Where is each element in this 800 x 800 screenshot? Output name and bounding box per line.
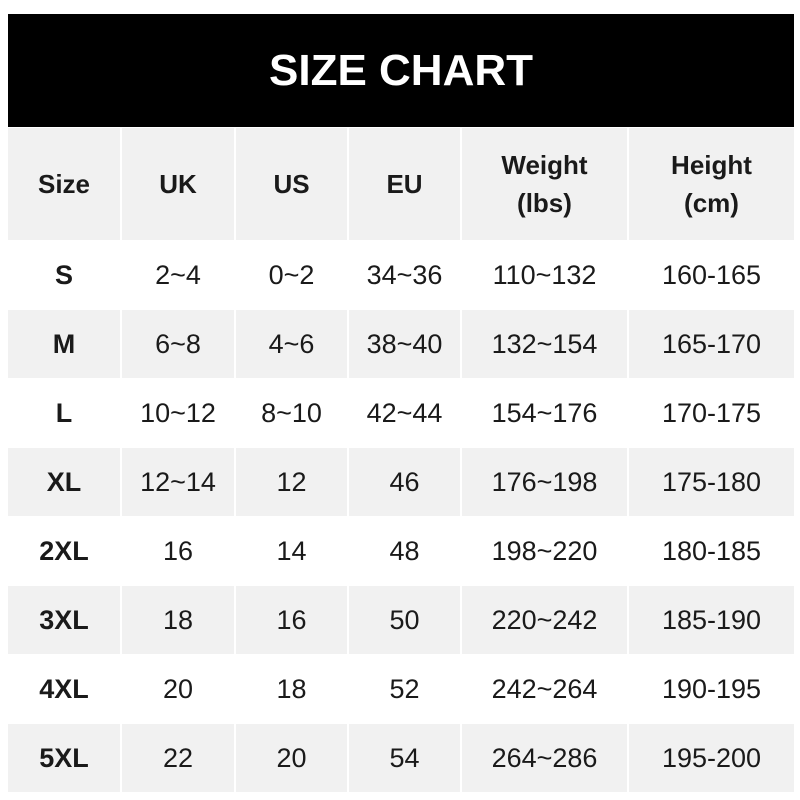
- size-cell: 4XL: [8, 654, 121, 724]
- size-cell: L: [8, 378, 121, 448]
- size-cell: 5XL: [8, 723, 121, 792]
- size-cell: XL: [8, 447, 121, 517]
- table-body: S 2~4 0~2 34~36 110~132 160-165 M 6~8 4~6 38~40 13…: [8, 240, 794, 792]
- table-cell: 4~6: [234, 309, 348, 379]
- table-cell: 6~8: [120, 309, 235, 379]
- table-cell: 48: [347, 516, 461, 586]
- table-row: XL 12~14 12 46 176~198 175-180: [8, 447, 794, 517]
- table-row: S 2~4 0~2 34~36 110~132 160-165: [8, 240, 794, 310]
- table-cell: 50: [347, 585, 461, 655]
- table-cell: 14: [234, 516, 348, 586]
- table-cell: 18: [234, 654, 348, 724]
- table-cell: 20: [234, 723, 348, 792]
- table-row: L 10~12 8~10 42~44 154~176 170-175: [8, 378, 794, 448]
- table-cell: 22: [120, 723, 235, 792]
- table-cell: 242~264: [460, 654, 628, 724]
- table-cell: 185-190: [627, 585, 794, 655]
- size-cell: 3XL: [8, 585, 121, 655]
- table-cell: 34~36: [347, 240, 461, 310]
- table-cell: 165-170: [627, 309, 794, 379]
- table-cell: 160-165: [627, 240, 794, 310]
- column-header: EU: [347, 128, 461, 241]
- table-cell: 16: [234, 585, 348, 655]
- table-cell: 0~2: [234, 240, 348, 310]
- size-chart-table: Size UK US EU Weight (lbs) Height (cm) S 2~4 0~…: [8, 128, 794, 792]
- header-row: Size UK US EU Weight (lbs) Height (cm): [8, 128, 794, 241]
- table-cell: 176~198: [460, 447, 628, 517]
- table-cell: 12~14: [120, 447, 235, 517]
- table-row: 4XL 20 18 52 242~264 190-195: [8, 654, 794, 724]
- table-cell: 180-185: [627, 516, 794, 586]
- table-cell: 12: [234, 447, 348, 517]
- table-cell: 198~220: [460, 516, 628, 586]
- column-header: US: [234, 128, 348, 241]
- table-cell: 54: [347, 723, 461, 792]
- column-header: Height (cm): [627, 128, 794, 241]
- table-cell: 16: [120, 516, 235, 586]
- size-cell: M: [8, 309, 121, 379]
- page-title: SIZE CHART: [8, 14, 794, 127]
- table-cell: 8~10: [234, 378, 348, 448]
- table-row: 3XL 18 16 50 220~242 185-190: [8, 585, 794, 655]
- table-cell: 154~176: [460, 378, 628, 448]
- table-cell: 132~154: [460, 309, 628, 379]
- table-cell: 18: [120, 585, 235, 655]
- table-row: 5XL 22 20 54 264~286 195-200: [8, 723, 794, 792]
- table-cell: 170-175: [627, 378, 794, 448]
- table-cell: 264~286: [460, 723, 628, 792]
- table-cell: 52: [347, 654, 461, 724]
- table-cell: 2~4: [120, 240, 235, 310]
- table-cell: 38~40: [347, 309, 461, 379]
- table-cell: 110~132: [460, 240, 628, 310]
- table-cell: 10~12: [120, 378, 235, 448]
- size-cell: 2XL: [8, 516, 121, 586]
- table-row: 2XL 16 14 48 198~220 180-185: [8, 516, 794, 586]
- table-cell: 195-200: [627, 723, 794, 792]
- table-cell: 42~44: [347, 378, 461, 448]
- size-cell: S: [8, 240, 121, 310]
- table-cell: 220~242: [460, 585, 628, 655]
- table-cell: 46: [347, 447, 461, 517]
- column-header: Weight (lbs): [460, 128, 628, 241]
- table-cell: 20: [120, 654, 235, 724]
- table-cell: 190-195: [627, 654, 794, 724]
- column-header: Size: [8, 128, 121, 241]
- table-cell: 175-180: [627, 447, 794, 517]
- table-row: M 6~8 4~6 38~40 132~154 165-170: [8, 309, 794, 379]
- column-header: UK: [120, 128, 235, 241]
